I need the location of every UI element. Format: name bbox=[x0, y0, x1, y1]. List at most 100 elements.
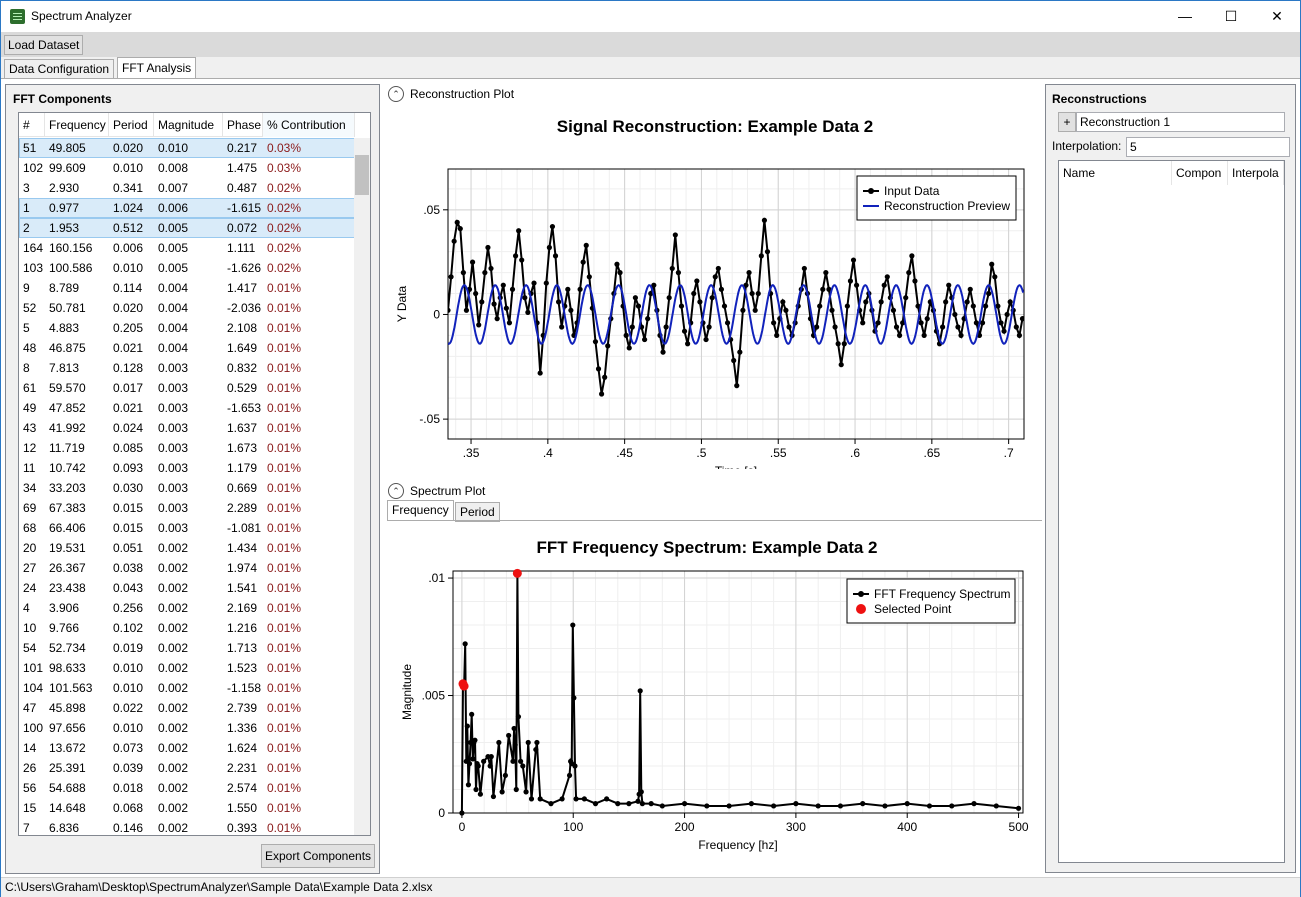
table-row[interactable]: 164 160.156 0.006 0.005 1.111 0.02% bbox=[19, 238, 355, 258]
table-row[interactable]: 15 14.648 0.068 0.002 1.550 0.01% bbox=[19, 798, 355, 818]
list-header-components[interactable]: Compon bbox=[1172, 161, 1228, 185]
cell-phase: 0.832 bbox=[227, 361, 258, 375]
scrollbar-thumb[interactable] bbox=[355, 155, 369, 195]
input-data-point bbox=[860, 320, 866, 326]
fft-spectrum-point bbox=[993, 803, 999, 809]
table-row[interactable]: 26 25.391 0.039 0.002 2.231 0.01% bbox=[19, 758, 355, 778]
input-data-point bbox=[906, 270, 912, 276]
table-row[interactable]: 61 59.570 0.017 0.003 0.529 0.01% bbox=[19, 378, 355, 398]
spectrum-expander-chevron-icon[interactable]: ⌃ bbox=[388, 483, 404, 499]
table-row[interactable]: 54 52.734 0.019 0.002 1.713 0.01% bbox=[19, 638, 355, 658]
input-data-point bbox=[512, 253, 519, 259]
input-data-point bbox=[863, 299, 869, 305]
table-row[interactable]: 56 54.688 0.018 0.002 2.574 0.01% bbox=[19, 778, 355, 798]
cell-frequency: 101.563 bbox=[49, 681, 93, 695]
fft-components-grid[interactable]: # Frequency Period Magnitude Phase % Con… bbox=[18, 112, 371, 836]
table-row[interactable]: 2 1.953 0.512 0.005 0.072 0.02% bbox=[19, 218, 355, 238]
tab-frequency[interactable]: Frequency bbox=[387, 500, 454, 521]
table-row[interactable]: 104 101.563 0.010 0.002 -1.158 0.01% bbox=[19, 678, 355, 698]
reconstruction-name-input[interactable]: Reconstruction 1 bbox=[1076, 112, 1285, 132]
add-reconstruction-button[interactable]: + bbox=[1058, 112, 1076, 132]
maximize-button[interactable]: ☐ bbox=[1224, 8, 1238, 24]
table-row[interactable]: 52 50.781 0.020 0.004 -2.036 0.01% bbox=[19, 298, 355, 318]
input-data-point bbox=[780, 299, 786, 305]
table-row[interactable]: 24 23.438 0.043 0.002 1.541 0.01% bbox=[19, 578, 355, 598]
input-data-point bbox=[565, 286, 571, 292]
cell-phase: -1.081 bbox=[227, 521, 262, 535]
reconstructions-list[interactable]: Name Compon Interpola bbox=[1058, 160, 1285, 863]
load-dataset-button[interactable]: Load Dataset bbox=[4, 35, 84, 55]
column-header-frequency[interactable]: Frequency bbox=[45, 113, 109, 137]
fft-spectrum-point bbox=[570, 622, 576, 628]
column-header-phase[interactable]: Phase bbox=[223, 113, 263, 137]
cell-contribution: 0.01% bbox=[267, 441, 302, 455]
table-row[interactable]: 14 13.672 0.073 0.002 1.624 0.01% bbox=[19, 738, 355, 758]
table-row[interactable]: 49 47.852 0.021 0.003 -1.653 0.01% bbox=[19, 398, 355, 418]
spectrum-expander-label[interactable]: Spectrum Plot bbox=[410, 484, 486, 498]
table-row[interactable]: 101 98.633 0.010 0.002 1.523 0.01% bbox=[19, 658, 355, 678]
spectrum-chart[interactable]: 0 100 200 300 400 500 0 .005 .01 Frequency [hz] Ma… bbox=[385, 561, 1044, 876]
tab-data-configuration[interactable]: Data Configuration bbox=[4, 59, 115, 79]
selected-point-marker[interactable] bbox=[459, 681, 469, 691]
table-row[interactable]: 51 49.805 0.020 0.010 0.217 0.03% bbox=[19, 138, 355, 158]
tab-period[interactable]: Period bbox=[455, 502, 500, 522]
interpolation-input[interactable]: 5 bbox=[1126, 137, 1290, 157]
table-row[interactable]: 47 45.898 0.022 0.002 2.739 0.01% bbox=[19, 698, 355, 718]
table-row[interactable]: 48 46.875 0.021 0.004 1.649 0.01% bbox=[19, 338, 355, 358]
reconstruction-chart[interactable]: .35 .4 .45 .5 .55 .6 .65 .7 -.05 0 .05 Time [s] Y Da… bbox=[385, 139, 1044, 469]
table-row[interactable]: 103 100.586 0.010 0.005 -1.626 0.02% bbox=[19, 258, 355, 278]
table-row[interactable]: 10 9.766 0.102 0.002 1.216 0.01% bbox=[19, 618, 355, 638]
cell-index: 26 bbox=[23, 761, 37, 775]
table-row[interactable]: 7 6.836 0.146 0.002 0.393 0.01% bbox=[19, 818, 355, 835]
reconstruction-expander-label[interactable]: Reconstruction Plot bbox=[410, 87, 515, 101]
table-row[interactable]: 1 0.977 1.024 0.006 -1.615 0.02% bbox=[19, 198, 355, 218]
grid-scrollbar[interactable] bbox=[354, 138, 370, 835]
table-row[interactable]: 12 11.719 0.085 0.003 1.673 0.01% bbox=[19, 438, 355, 458]
list-header-name[interactable]: Name bbox=[1059, 161, 1172, 185]
close-button[interactable]: ✕ bbox=[1271, 8, 1283, 24]
input-data-point bbox=[678, 303, 685, 309]
list-header-interpolation[interactable]: Interpola bbox=[1228, 161, 1284, 185]
cell-index: 1 bbox=[23, 201, 30, 215]
column-header-contribution[interactable]: % Contribution bbox=[263, 113, 355, 137]
table-row[interactable]: 43 41.992 0.024 0.003 1.637 0.01% bbox=[19, 418, 355, 438]
table-row[interactable]: 20 19.531 0.051 0.002 1.434 0.01% bbox=[19, 538, 355, 558]
input-data-point bbox=[835, 341, 841, 347]
table-row[interactable]: 68 66.406 0.015 0.003 -1.081 0.01% bbox=[19, 518, 355, 538]
cell-contribution: 0.01% bbox=[267, 641, 302, 655]
table-row[interactable]: 3 2.930 0.341 0.007 0.487 0.02% bbox=[19, 178, 355, 198]
table-row[interactable]: 100 97.656 0.010 0.002 1.336 0.01% bbox=[19, 718, 355, 738]
table-row[interactable]: 34 33.203 0.030 0.003 0.669 0.01% bbox=[19, 478, 355, 498]
table-row[interactable]: 11 10.742 0.093 0.003 1.179 0.01% bbox=[19, 458, 355, 478]
tab-fft-analysis[interactable]: FFT Analysis bbox=[117, 57, 197, 79]
column-header-index[interactable]: # bbox=[19, 113, 45, 137]
table-row[interactable]: 69 67.383 0.015 0.003 2.289 0.01% bbox=[19, 498, 355, 518]
input-data-point bbox=[469, 259, 476, 265]
reconstruction-expander-chevron-icon[interactable]: ⌃ bbox=[388, 86, 404, 102]
cell-magnitude: 0.002 bbox=[158, 601, 189, 615]
table-row[interactable]: 5 4.883 0.205 0.004 2.108 0.01% bbox=[19, 318, 355, 338]
input-data-point bbox=[801, 265, 807, 272]
input-data-point bbox=[559, 324, 565, 330]
input-data-point bbox=[721, 303, 728, 309]
export-components-button[interactable]: Export Components bbox=[261, 844, 375, 868]
cell-frequency: 6.836 bbox=[49, 821, 80, 835]
column-header-magnitude[interactable]: Magnitude bbox=[154, 113, 223, 137]
table-row[interactable]: 4 3.906 0.256 0.002 2.169 0.01% bbox=[19, 598, 355, 618]
cell-period: 0.020 bbox=[113, 141, 144, 155]
table-row[interactable]: 27 26.367 0.038 0.002 1.974 0.01% bbox=[19, 558, 355, 578]
column-header-period[interactable]: Period bbox=[109, 113, 154, 137]
input-data-point bbox=[992, 274, 998, 280]
input-data-point bbox=[479, 299, 485, 305]
cell-period: 0.010 bbox=[113, 721, 144, 735]
input-data-point bbox=[878, 299, 884, 305]
x-tick-label: 300 bbox=[786, 820, 806, 834]
selected-point-marker[interactable] bbox=[512, 568, 522, 578]
table-row[interactable]: 8 7.813 0.128 0.003 0.832 0.01% bbox=[19, 358, 355, 378]
table-row[interactable]: 9 8.789 0.114 0.004 1.417 0.01% bbox=[19, 278, 355, 298]
plot-frame bbox=[452, 570, 1024, 814]
cell-contribution: 0.01% bbox=[267, 681, 302, 695]
minimize-button[interactable]: — bbox=[1178, 8, 1192, 24]
input-data-point bbox=[448, 307, 451, 313]
table-row[interactable]: 102 99.609 0.010 0.008 1.475 0.03% bbox=[19, 158, 355, 178]
